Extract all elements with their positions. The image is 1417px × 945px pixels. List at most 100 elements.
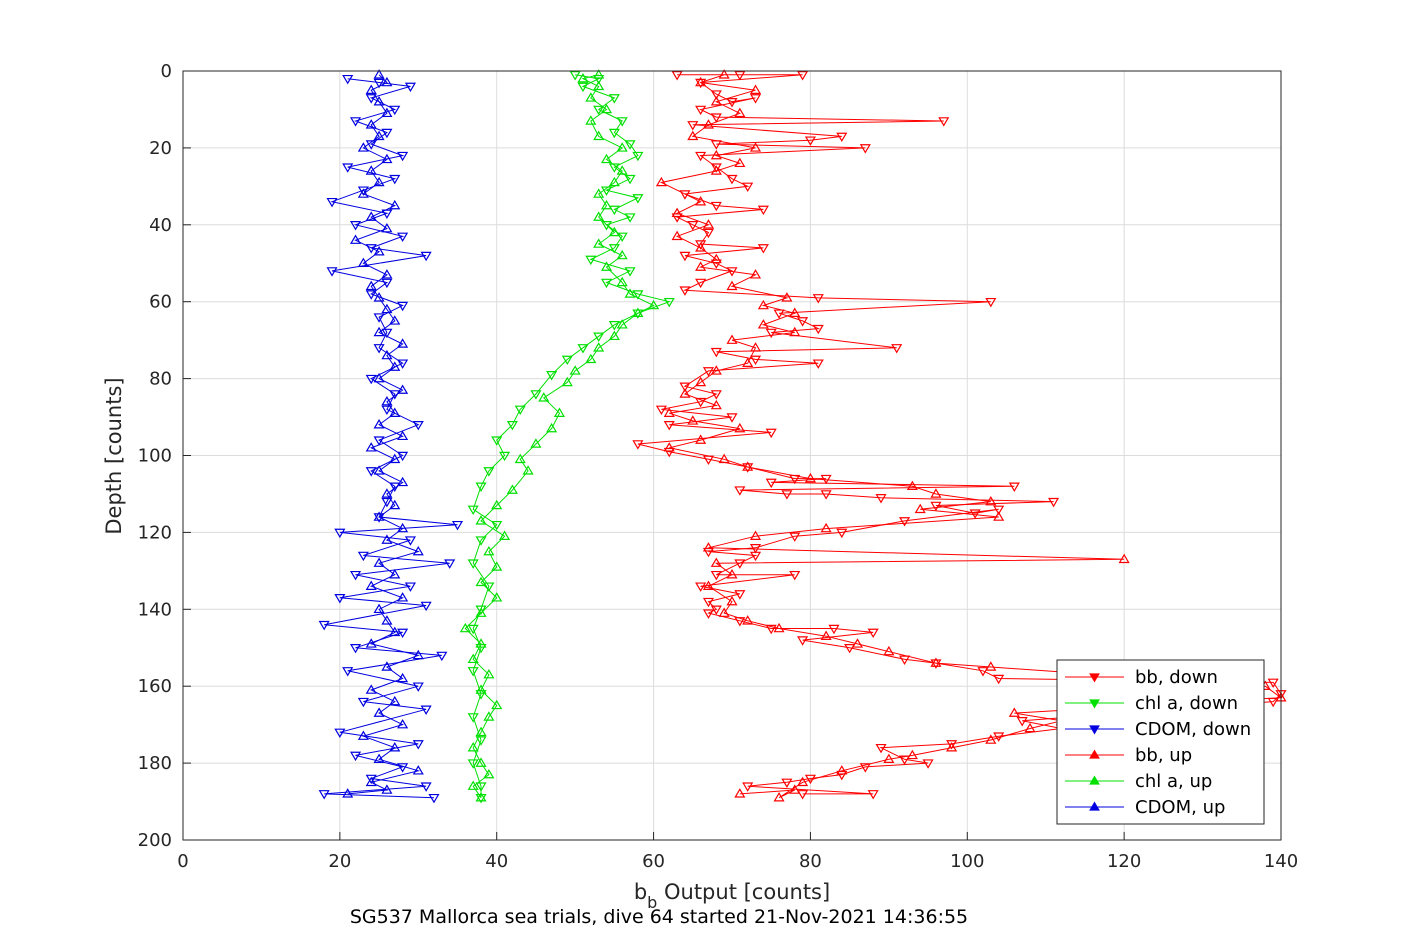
data-point — [475, 515, 487, 525]
data-point — [632, 309, 644, 319]
data-point — [671, 71, 683, 81]
data-point — [600, 278, 613, 289]
data-point — [985, 297, 997, 308]
data-point — [663, 297, 675, 308]
data-point — [397, 384, 409, 394]
data-point — [663, 442, 675, 452]
data-point — [365, 84, 377, 94]
data-point — [930, 657, 942, 667]
data-point — [389, 453, 401, 464]
data-point — [593, 80, 605, 91]
data-point — [859, 763, 871, 773]
data-point — [365, 580, 377, 590]
data-point — [757, 244, 769, 254]
data-point — [820, 490, 832, 500]
legend-marker — [1089, 673, 1100, 683]
x-tick-label: 80 — [799, 851, 822, 872]
data-point — [781, 292, 793, 302]
data-point — [898, 655, 911, 665]
data-point — [397, 359, 409, 369]
data-point — [381, 128, 393, 139]
data-point — [381, 76, 393, 87]
data-point — [906, 749, 918, 760]
chart-caption: SG537 Mallorca sea trials, dive 64 start… — [350, 906, 968, 928]
data-point — [702, 228, 715, 239]
data-point — [710, 557, 722, 567]
data-point — [373, 78, 385, 89]
data-point — [867, 790, 879, 800]
data-point — [797, 790, 809, 800]
data-point — [710, 96, 722, 106]
data-point — [342, 74, 354, 85]
data-point — [726, 98, 738, 108]
data-point — [514, 405, 526, 416]
data-point — [616, 276, 628, 287]
data-point — [475, 684, 487, 694]
data-point — [577, 73, 589, 83]
data-point — [702, 542, 715, 552]
data-point — [522, 465, 534, 475]
series-line — [659, 74, 1283, 799]
series-3 — [655, 69, 1287, 802]
data-point — [749, 355, 762, 366]
data-point — [593, 188, 605, 198]
data-point — [875, 743, 887, 754]
data-point — [679, 251, 691, 262]
data-point — [836, 528, 848, 539]
data-point — [922, 759, 934, 769]
series-layer — [318, 69, 1287, 804]
data-point — [381, 784, 393, 794]
data-point — [373, 511, 385, 521]
data-point — [342, 163, 354, 173]
data-point — [985, 734, 997, 744]
data-point — [898, 755, 911, 765]
data-point — [475, 792, 487, 802]
data-point — [883, 753, 895, 764]
data-point — [687, 221, 699, 231]
data-point — [475, 605, 487, 615]
data-point — [381, 405, 393, 416]
data-point — [969, 509, 981, 519]
data-point — [914, 503, 926, 514]
data-point — [420, 601, 432, 612]
data-point — [804, 136, 816, 146]
data-point — [836, 765, 848, 775]
data-point — [695, 76, 707, 87]
data-point — [593, 342, 605, 352]
data-point — [373, 176, 385, 187]
data-point — [718, 453, 730, 464]
data-point — [930, 501, 942, 512]
x-tick-label: 0 — [177, 851, 188, 872]
data-point — [530, 390, 542, 400]
data-point — [491, 561, 503, 571]
data-point — [993, 674, 1005, 685]
data-point — [475, 576, 487, 587]
data-point — [357, 186, 369, 196]
data-point — [593, 105, 605, 116]
legend-label: bb, down — [1135, 667, 1218, 688]
data-point — [655, 405, 667, 416]
data-point — [797, 71, 809, 81]
y-tick-label: 140 — [138, 599, 172, 620]
data-point — [624, 267, 636, 277]
data-point — [593, 211, 605, 221]
data-point — [389, 695, 401, 706]
data-point — [616, 249, 628, 260]
data-point — [585, 353, 597, 364]
data-point — [734, 422, 746, 433]
data-point — [616, 117, 628, 127]
data-point — [499, 451, 511, 462]
data-point — [742, 182, 754, 193]
data-point — [420, 251, 432, 262]
series-line — [464, 74, 655, 798]
data-point — [702, 597, 715, 608]
data-point — [695, 196, 707, 206]
data-point — [357, 697, 369, 708]
data-point — [679, 388, 691, 398]
data-point — [1016, 717, 1028, 727]
legend-label: CDOM, up — [1135, 797, 1225, 818]
data-point — [742, 782, 754, 792]
data-point — [600, 103, 613, 114]
data-point — [365, 119, 377, 129]
data-point — [726, 413, 738, 423]
